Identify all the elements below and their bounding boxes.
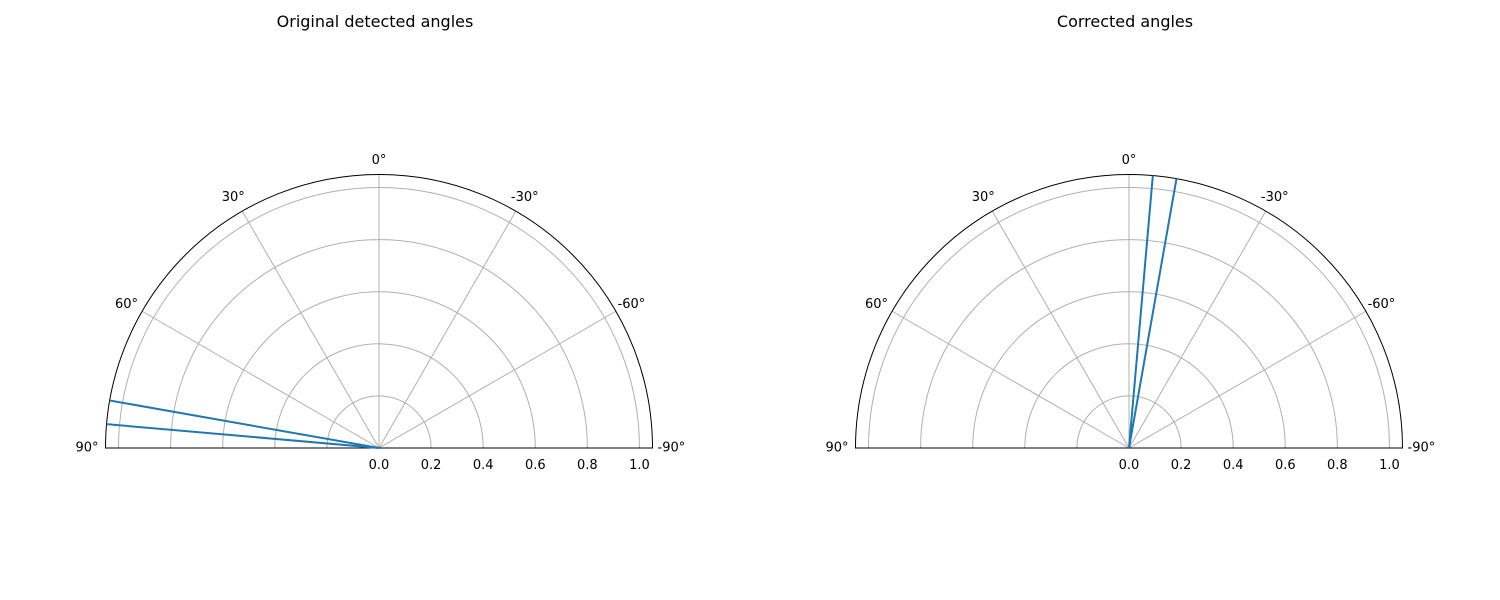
radial-tick-label: 0.4 [1223, 458, 1244, 473]
angle-tick-label: -30° [1261, 190, 1289, 205]
angle-tick-label: 0° [1122, 153, 1137, 168]
angle-tick-label: 60° [115, 297, 138, 312]
radial-tick-label: 1.0 [629, 458, 650, 473]
angle-tick-label: -90° [658, 441, 686, 456]
chart-title: Corrected angles [1056, 12, 1194, 31]
data-line [109, 399, 380, 449]
angle-tick-label: 30° [222, 190, 245, 205]
angle-tick-label: 60° [865, 297, 888, 312]
angle-tick-label: -90° [1408, 441, 1436, 456]
radial-tick-label: 0.6 [1275, 458, 1296, 473]
data-line [106, 423, 380, 449]
polar-plot-area: 90° 60° 30° 0° -30° -60° -90° 0.0 0.2 0.4 0.6 0.8 1.… [825, 153, 1436, 473]
radial-tick-label: 0.0 [369, 458, 390, 473]
radial-tick-label: 0.2 [1171, 458, 1192, 473]
radial-tick-label: 0.8 [1327, 458, 1348, 473]
polar-chart-original: Original detected angles 90° 60° 30° 0° -30°… [75, 12, 686, 473]
angle-tick-label: 90° [75, 441, 98, 456]
radial-tick-label: 0.2 [421, 458, 442, 473]
angular-gridline [241, 210, 380, 449]
angle-tick-label: 30° [972, 190, 995, 205]
angular-gridline [891, 310, 1130, 449]
polar-spine [104, 174, 654, 449]
polar-spine [854, 174, 1404, 449]
angle-tick-label: 0° [372, 153, 387, 168]
angular-gridline [1128, 210, 1267, 449]
chart-title: Original detected angles [276, 12, 474, 31]
angular-gridline [1128, 310, 1367, 449]
angular-gridline [991, 210, 1130, 449]
polar-plot-area: 90° 60° 30° 0° -30° -60° -90° 0.0 0.2 0.4 0.6 0.8 1.… [75, 153, 686, 473]
radial-tick-label: 0.6 [525, 458, 546, 473]
polar-chart-corrected: Corrected angles 90° 60° 30° 0° -30° -60° -90°… [750, 0, 1500, 600]
angle-tick-label: -60° [618, 297, 646, 312]
angular-gridline [378, 210, 517, 449]
radial-tick-label: 0.0 [1119, 458, 1140, 473]
angle-tick-label: -30° [511, 190, 539, 205]
data-line [1128, 178, 1178, 449]
radial-tick-label: 0.4 [473, 458, 494, 473]
angle-tick-label: 90° [825, 441, 848, 456]
radial-tick-label: 1.0 [1379, 458, 1400, 473]
angular-gridline [378, 310, 617, 449]
angle-tick-label: -60° [1368, 297, 1396, 312]
data-line [1128, 175, 1154, 449]
radial-tick-label: 0.8 [577, 458, 598, 473]
angular-gridline [141, 310, 380, 449]
